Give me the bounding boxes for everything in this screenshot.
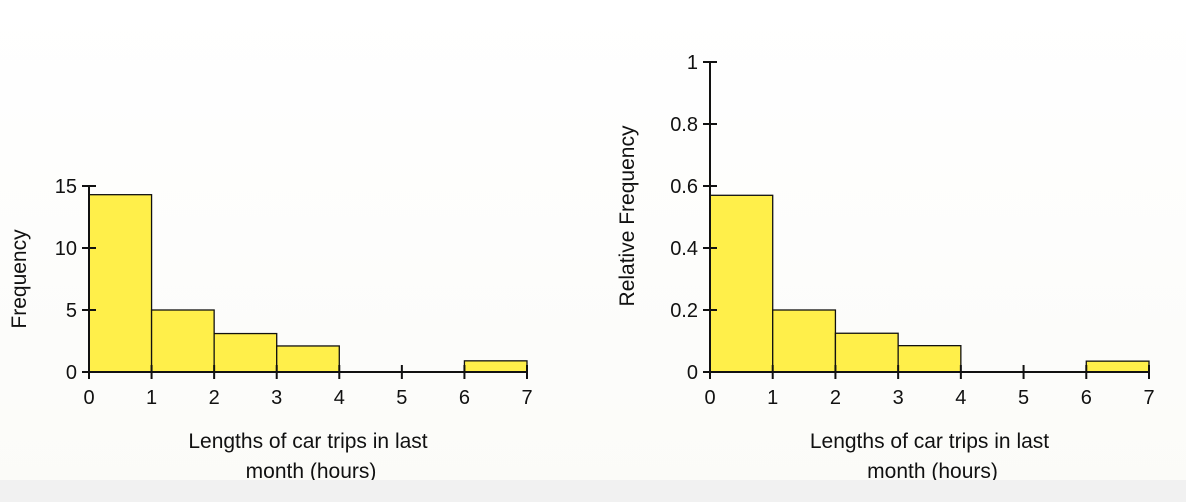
y-tick-label: 0.6 (670, 176, 698, 198)
histogram-bar (213, 332, 278, 373)
histogram-bar (150, 309, 215, 373)
x-axis-label: Lengths of car trips in last (188, 430, 427, 453)
x-tick-label: 7 (521, 387, 532, 409)
x-tick-label: 3 (893, 387, 904, 409)
x-tick-label: 1 (767, 387, 778, 409)
histogram-bar (1085, 360, 1150, 373)
y-tick-label: 0 (66, 362, 77, 384)
x-tick-label: 5 (396, 387, 407, 409)
y-axis-label: Frequency (8, 229, 31, 329)
bottom-strip (0, 480, 1186, 502)
x-tick-label: 5 (1018, 387, 1029, 409)
y-tick-label: 5 (66, 300, 77, 322)
y-axis-label: Relative Frequency (616, 125, 639, 306)
x-axis-label: Lengths of car trips in last (810, 430, 1049, 453)
x-tick-label: 1 (146, 387, 157, 409)
y-tick-label: 0.8 (670, 114, 698, 136)
x-tick-label: 4 (955, 387, 966, 409)
x-axis-label: month (hours) (867, 460, 998, 483)
histogram-bar (897, 344, 962, 373)
y-tick-label: 0 (687, 362, 698, 384)
x-tick-label: 7 (1143, 387, 1154, 409)
x-tick-label: 0 (704, 387, 715, 409)
frequency-histogram: 0 5 10 15 0 1 2 3 4 5 6 7 Lengths of car trips in la… (8, 176, 533, 483)
x-tick-label: 0 (83, 387, 94, 409)
relative-frequency-histogram: 0 0.2 0.4 0.6 0.8 1 0 1 2 3 4 5 6 7 Lengths of car tri… (616, 52, 1155, 483)
histogram-bar (834, 332, 899, 373)
histogram-bar (463, 360, 528, 373)
y-tick-label: 1 (687, 52, 698, 74)
histogram-bar (709, 194, 774, 373)
x-tick-label: 6 (459, 387, 470, 409)
histogram-bar (276, 345, 340, 373)
y-tick-label: 0.2 (670, 300, 698, 322)
x-tick-label: 2 (209, 387, 220, 409)
y-tick-label: 15 (55, 176, 77, 198)
x-tick-label: 3 (271, 387, 282, 409)
y-tick-label: 10 (55, 238, 77, 260)
x-axis-label: month (hours) (246, 460, 377, 483)
x-tick-label: 6 (1081, 387, 1092, 409)
histogram-bar (772, 309, 837, 373)
histogram-bar (88, 194, 153, 373)
x-tick-label: 4 (334, 387, 345, 409)
x-tick-label: 2 (830, 387, 841, 409)
y-tick-label: 0.4 (670, 238, 698, 260)
